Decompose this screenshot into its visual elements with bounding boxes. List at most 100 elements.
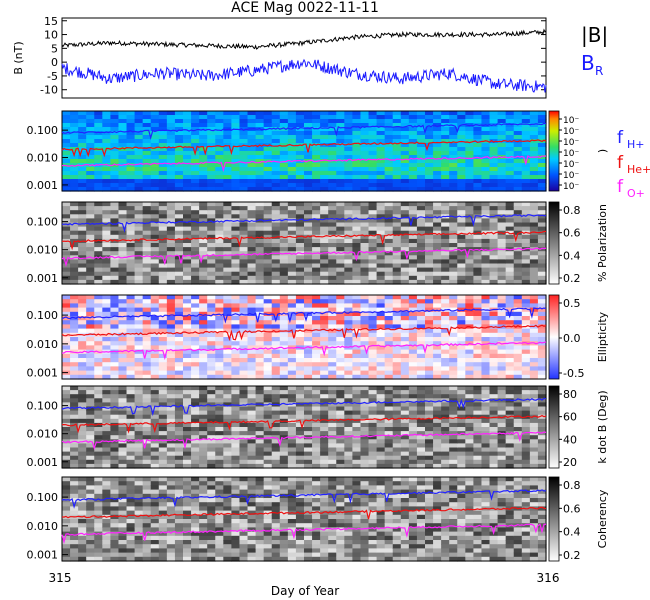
legend-fhe-main: f (617, 153, 624, 173)
ellipticity-ytick-label: 0.001 (27, 367, 59, 380)
coherency-colorbar-title: Coherency (596, 489, 609, 548)
coherency-ytick-label: 0.100 (27, 491, 59, 504)
coherency-colorbar (548, 476, 560, 562)
k-dot-b-line-fh (61, 397, 547, 417)
coherency-cells (62, 477, 547, 562)
legend-fo-main: f (617, 177, 624, 197)
coherency-colorbar-label: 0.2 (563, 549, 581, 562)
legend-bmag: |B| (581, 23, 608, 47)
polarization-colorbar-label: 0.6 (563, 227, 581, 240)
legend-fh-sub: H+ (627, 138, 645, 151)
bfield-ytick-label: -5 (47, 70, 58, 83)
bfield-series-br (61, 58, 547, 93)
power-ytick-label: 0.100 (27, 124, 59, 137)
legend-fo: f O+ (617, 177, 645, 200)
polarization-colorbar-label: 0.8 (563, 204, 581, 217)
power-colorbar-label: 10⁻ (563, 149, 579, 159)
polarization-line-fo (61, 247, 547, 268)
power-colorbar-label: 10⁻ (563, 116, 579, 126)
coherency-colorbar-label: 0.6 (563, 502, 581, 515)
power-colorbar-title: ) (596, 149, 609, 153)
power-ytick-label: 0.001 (27, 179, 59, 192)
legend-fhe-sub: He+ (627, 163, 650, 176)
ellipticity-ytick-label: 0.100 (27, 309, 59, 322)
ellipticity-ytick-label: 0.010 (27, 338, 59, 351)
polarization-colorbar-title: % Polarization (596, 204, 609, 282)
k-dot-b-colorbar-label: 20 (563, 456, 577, 469)
coherency-frame (61, 476, 547, 562)
legend-br-sub: R (595, 64, 603, 78)
coherency-line-fhe (61, 506, 547, 520)
bfield-ytick-label: 0 (51, 56, 58, 69)
legend-fh: f H+ (617, 128, 645, 151)
polarization-ytick-label: 0.100 (27, 216, 59, 229)
power-colorbar-label: 10⁻ (563, 138, 579, 148)
power-cells (62, 111, 547, 192)
polarization-colorbar-label: 0.4 (563, 249, 581, 262)
k-dot-b-ytick-label: 0.100 (27, 400, 59, 413)
k-dot-b-frame (61, 385, 547, 469)
ellipticity-cells (62, 295, 547, 380)
k-dot-b-colorbar-title: k dot B (Deg) (596, 390, 609, 463)
legend-fhe: f He+ (617, 153, 650, 176)
coherency-panel: 0.100 0.010 0.001 0.8 0.6 0.4 0.2 Coherency (27, 476, 609, 562)
bfield-ytick-label: 15 (44, 15, 58, 28)
polarization-line-fhe (61, 230, 546, 251)
k-dot-b-colorbar-label: 40 (563, 433, 577, 446)
polarization-colorbar (548, 201, 560, 285)
bfield-ytick-label: 5 (51, 42, 58, 55)
coherency-ytick-label: 0.001 (27, 549, 59, 562)
x-tick-end: 316 (537, 571, 560, 585)
polarization-colorbar-label: 0.2 (563, 272, 581, 285)
k-dot-b-ytick-label: 0.010 (27, 428, 59, 441)
bfield-series-bmag (61, 28, 547, 50)
k-dot-b-ytick-label: 0.001 (27, 456, 59, 469)
ellipticity-line-fh (61, 307, 547, 324)
k-dot-b-line-fo (61, 431, 547, 451)
polarization-line-fh (61, 214, 547, 233)
power-colorbar-label: 10⁻ (563, 127, 579, 137)
ellipticity-colorbar-title: Ellipticity (596, 311, 609, 362)
bfield-ytick-label: 10 (44, 29, 58, 42)
ellipticity-colorbar-label: 0.0 (563, 332, 581, 345)
power-colorbar (548, 110, 560, 192)
ellipticity-colorbar-label: 0.5 (563, 297, 581, 310)
polarization-frame (61, 201, 547, 285)
bfield-frame (61, 17, 547, 99)
power-colorbar-label: 10⁻ (563, 171, 579, 181)
coherency-line-fh (61, 489, 547, 509)
coherency-line-fo (61, 523, 547, 545)
k-dot-b-colorbar-label: 80 (563, 388, 577, 401)
power-colorbar-label: 10⁻ (563, 182, 579, 192)
legend-br-main: B (581, 51, 595, 75)
ellipticity-colorbar (548, 294, 560, 380)
coherency-colorbar-label: 0.8 (563, 479, 581, 492)
k-dot-b-colorbar (548, 385, 560, 469)
power-ytick-label: 0.010 (27, 152, 59, 165)
ellipticity-frame (61, 294, 547, 380)
polarization-panel: 0.100 0.010 0.001 0.8 0.6 0.4 0.2 % Polarizatio… (27, 201, 609, 285)
x-tick-start: 315 (49, 571, 72, 585)
figure-title: ACE Mag 0022-11-11 (231, 0, 379, 16)
power-line-fo (61, 155, 547, 173)
bfield-ylabel: B (nT) (12, 41, 25, 74)
k-dot-b-line-fhe (62, 414, 547, 434)
ellipticity-line-fhe (61, 324, 547, 342)
ellipticity-line-fo (61, 341, 547, 361)
polarization-ytick-label: 0.010 (27, 244, 59, 257)
legend-br: B R (581, 51, 603, 78)
ellipticity-colorbar-label: -0.5 (563, 367, 584, 380)
k-dot-b-cells (62, 386, 547, 469)
power-frame (61, 110, 547, 192)
bfield-ytick-label: -10 (40, 84, 58, 97)
k-dot-b-panel: 0.100 0.010 0.001 80 60 40 20 k dot B (Deg) (27, 385, 609, 469)
coherency-colorbar-label: 0.4 (563, 526, 581, 539)
coherency-ytick-label: 0.010 (27, 520, 59, 533)
legend-fo-sub: O+ (627, 187, 645, 200)
x-axis-label: Day of Year (271, 584, 339, 598)
power-line-fhe (61, 139, 547, 158)
polarization-cells (62, 202, 547, 285)
